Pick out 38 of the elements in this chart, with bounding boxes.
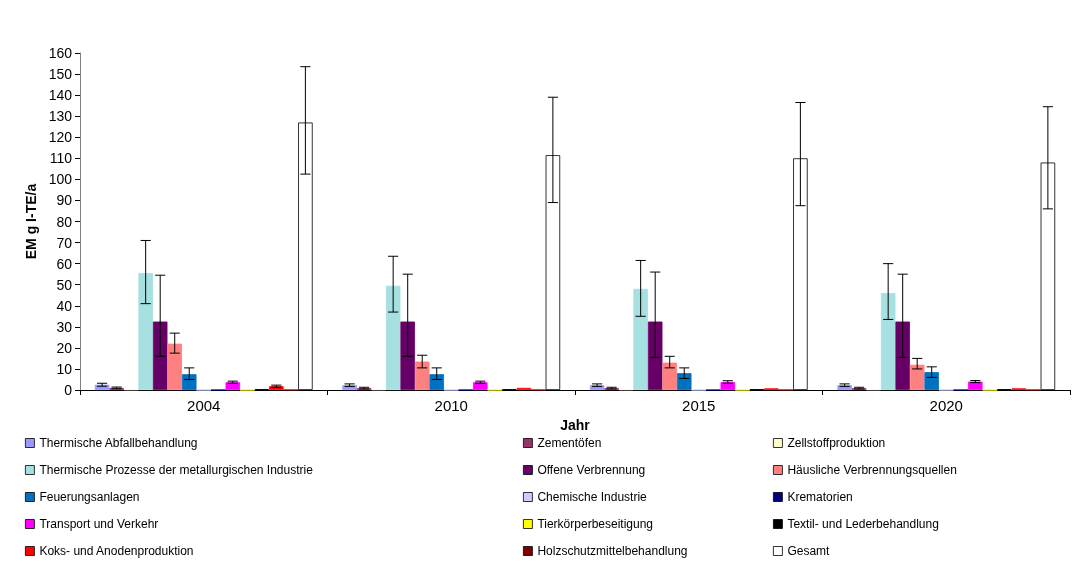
- legend-label: Tierkörperbeseitigung: [537, 517, 654, 531]
- y-tick-label: 110: [49, 150, 73, 167]
- legend-label: Koks- und Anodenproduktion: [39, 544, 194, 558]
- legend-label: Holzschutzmittelbehandlung: [537, 544, 688, 558]
- y-tick-label: 90: [56, 192, 73, 209]
- y-tick-label: 10: [56, 360, 73, 377]
- y-tick-label: 100: [48, 171, 73, 188]
- legend-label: Thermische Prozesse der metallurgischen Industrie: [39, 463, 314, 477]
- y-tick-label: 160: [48, 45, 73, 61]
- y-tick-label: 70: [56, 234, 73, 251]
- y-tick-label: 0: [64, 382, 73, 398]
- y-tick-label: 30: [56, 318, 73, 335]
- legend-label: Krematorien: [787, 490, 853, 504]
- y-tick-label: 50: [56, 276, 73, 293]
- legend-label: Offene Verbrennung: [537, 463, 646, 477]
- legend-label: Textil- und Lederbehandlung: [787, 517, 939, 531]
- y-tick-label: 140: [48, 87, 73, 104]
- legend-label: Gesamt: [787, 544, 831, 558]
- legend-label: Feuerungsanlagen: [39, 490, 140, 504]
- y-axis-title: EM g I-TE/a: [22, 183, 39, 260]
- y-tick-label: 80: [56, 213, 73, 230]
- x-tick-label: 2010: [434, 397, 468, 414]
- legend-label: Chemische Industrie: [537, 490, 648, 504]
- y-tick-label: 150: [48, 66, 73, 83]
- x-tick-label: 2020: [929, 397, 963, 414]
- y-tick-label: 60: [56, 255, 73, 272]
- x-tick-label: 2004: [187, 397, 221, 414]
- legend-label: Häusliche Verbrennungsquellen: [787, 463, 957, 477]
- legend-label: Transport und Verkehr: [39, 517, 159, 531]
- y-tick-label: 130: [48, 108, 73, 125]
- legend-label: Zellstoffproduktion: [787, 436, 886, 450]
- x-axis-title: Jahr: [560, 416, 591, 433]
- y-tick-label: 20: [56, 339, 73, 356]
- x-tick-label: 2015: [682, 397, 716, 414]
- y-tick-label: 120: [48, 129, 73, 146]
- legend-label: Thermische Abfallbehandlung: [39, 436, 198, 450]
- legend-label: Zementöfen: [537, 436, 602, 450]
- y-tick-label: 40: [56, 297, 73, 314]
